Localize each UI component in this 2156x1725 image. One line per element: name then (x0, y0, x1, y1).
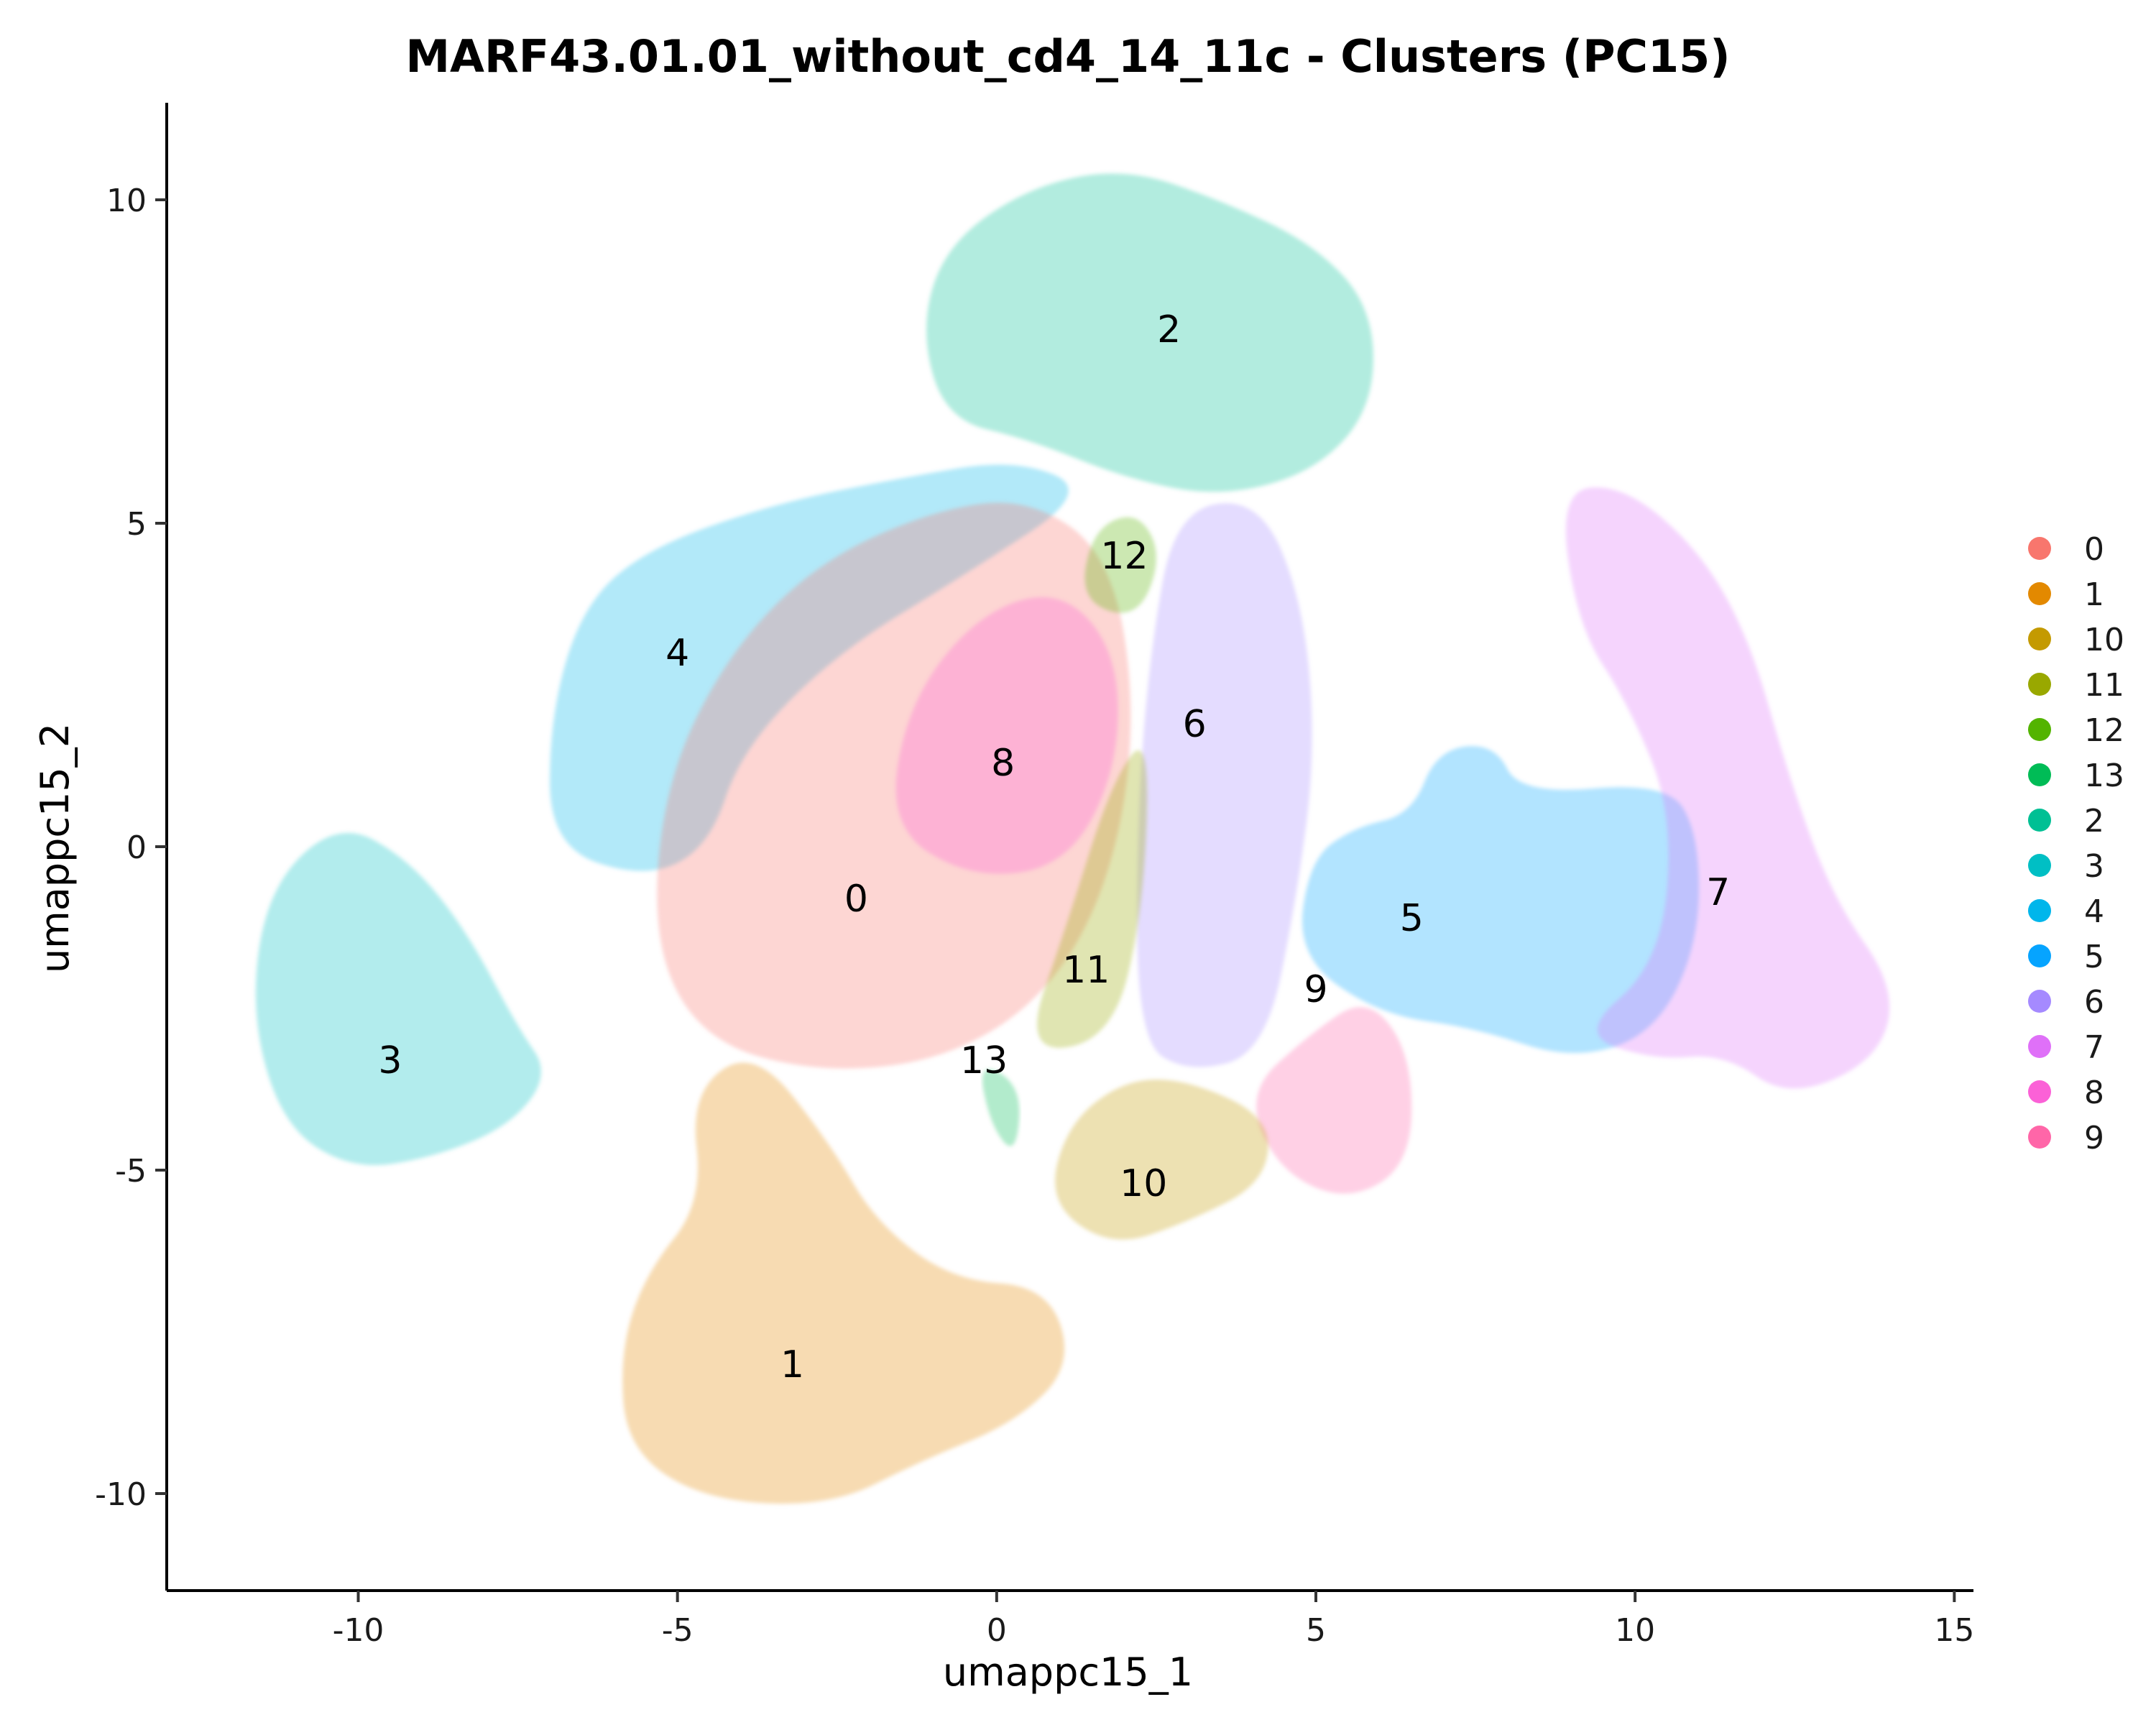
cluster-6-label: 6 (1183, 703, 1207, 746)
legend-key-12 (2028, 718, 2051, 741)
y-axis-ticks: -10 -5 0 5 10 (95, 183, 167, 1513)
cluster-13-label: 13 (960, 1039, 1008, 1082)
cluster-7-label: 7 (1706, 871, 1730, 914)
legend-key-13 (2028, 763, 2051, 786)
y-tick-label: 10 (106, 183, 147, 219)
cluster-4-label: 4 (665, 632, 689, 675)
legend: 0 1 10 11 12 13 2 3 4 5 6 7 8 9 (2028, 531, 2124, 1156)
legend-key-11 (2028, 673, 2051, 696)
cluster-2-label: 2 (1157, 308, 1181, 351)
legend-key-1 (2028, 582, 2051, 605)
legend-key-2 (2028, 809, 2051, 832)
cluster-12-region (1084, 517, 1156, 613)
y-tick-label: -5 (115, 1153, 147, 1190)
cluster-9-label: 9 (1304, 968, 1327, 1011)
legend-label-7: 7 (2084, 1029, 2104, 1066)
legend-key-7 (2028, 1035, 2051, 1058)
cluster-3-label: 3 (378, 1039, 402, 1082)
y-axis-label: umappc15_2 (32, 723, 78, 973)
x-tick-label: 10 (1615, 1612, 1655, 1649)
cluster-13-region (982, 1069, 1020, 1146)
legend-label-4: 4 (2084, 893, 2104, 930)
cluster-9-region (1256, 1007, 1412, 1194)
legend-key-6 (2028, 990, 2051, 1013)
cluster-1-label: 1 (780, 1343, 804, 1386)
x-tick-label: 15 (1934, 1612, 1974, 1649)
legend-label-9: 9 (2084, 1120, 2104, 1156)
cluster-10-label: 10 (1120, 1162, 1167, 1205)
cluster-5-label: 5 (1400, 897, 1424, 940)
cluster-6-region (1137, 503, 1312, 1067)
legend-label-5: 5 (2084, 939, 2104, 975)
legend-label-2: 2 (2084, 803, 2104, 840)
cluster-8-region (895, 597, 1118, 874)
legend-label-11: 11 (2084, 667, 2124, 704)
cluster-regions (255, 173, 1890, 1504)
x-tick-label: 0 (987, 1612, 1007, 1649)
cluster-8-label: 8 (991, 742, 1015, 785)
legend-key-5 (2028, 944, 2051, 967)
legend-key-3 (2028, 854, 2051, 877)
cluster-10-region (1055, 1080, 1268, 1240)
x-tick-label: -5 (662, 1612, 694, 1649)
cluster-7-region (1565, 487, 1890, 1089)
legend-label-13: 13 (2084, 758, 2124, 794)
legend-key-0 (2028, 537, 2051, 560)
cluster-0-label: 0 (844, 878, 868, 921)
chart-title: MARF43.01.01_without_cd4_14_11c - Cluste… (405, 30, 1730, 83)
legend-key-9 (2028, 1126, 2051, 1149)
legend-label-0: 0 (2084, 531, 2104, 568)
cluster-1-region (622, 1062, 1065, 1504)
legend-label-10: 10 (2084, 622, 2124, 658)
y-tick-label: 0 (126, 829, 147, 866)
legend-key-10 (2028, 627, 2051, 650)
legend-label-12: 12 (2084, 712, 2124, 749)
legend-label-1: 1 (2084, 576, 2104, 613)
cluster-2-region (926, 173, 1373, 492)
legend-key-8 (2028, 1080, 2051, 1103)
cluster-11-label: 11 (1062, 949, 1110, 992)
cluster-5-region (1302, 746, 1699, 1053)
cluster-3-region (255, 832, 541, 1165)
legend-label-8: 8 (2084, 1075, 2104, 1111)
legend-label-3: 3 (2084, 848, 2104, 885)
y-tick-label: 5 (126, 506, 147, 543)
y-tick-label: -10 (95, 1476, 147, 1513)
legend-label-6: 6 (2084, 984, 2104, 1021)
x-tick-label: -10 (333, 1612, 384, 1649)
x-axis-label: umappc15_1 (943, 1650, 1193, 1695)
legend-key-4 (2028, 899, 2051, 922)
x-tick-label: 5 (1306, 1612, 1326, 1649)
cluster-11-region (1037, 750, 1148, 1048)
x-axis-ticks: -10 -5 0 5 10 15 (333, 1591, 1974, 1649)
cluster-12-label: 12 (1100, 535, 1148, 578)
